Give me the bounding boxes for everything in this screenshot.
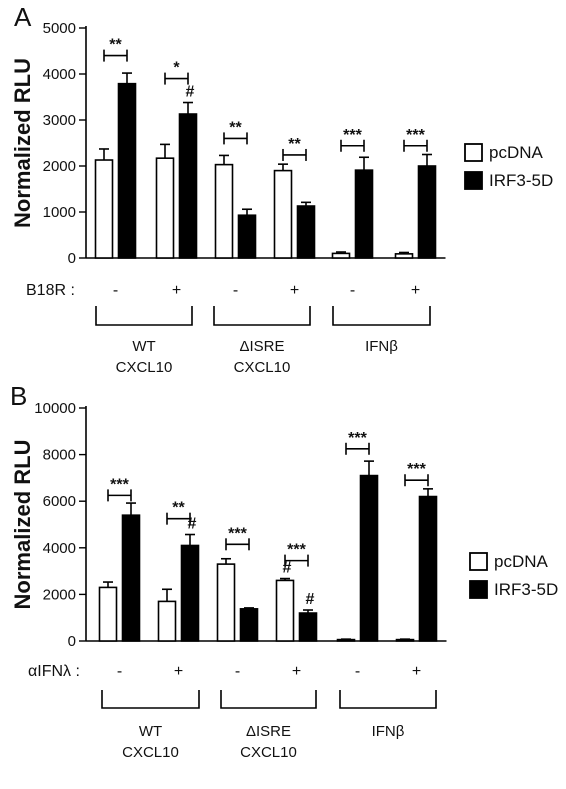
y-tick-label: 2000 <box>43 158 76 175</box>
legend-swatch <box>469 580 488 599</box>
significance-label: ** <box>288 136 301 153</box>
significance-label: *** <box>348 430 367 447</box>
panel-label: B <box>10 381 27 411</box>
significance-label: *** <box>406 127 425 144</box>
bar-pcdna <box>98 586 118 642</box>
treatment-symbol: + <box>412 663 421 680</box>
panel-label: A <box>14 2 32 32</box>
bar-irf3-5d <box>417 165 437 259</box>
bar-irf3-5d <box>239 608 259 642</box>
y-tick-label: 0 <box>68 250 76 267</box>
significance-label: *** <box>407 461 426 478</box>
treatment-symbol: - <box>233 282 238 299</box>
legend-swatch <box>464 143 483 162</box>
y-tick-label: 1000 <box>43 204 76 221</box>
legend-label: IRF3-5D <box>489 171 553 190</box>
treatment-symbol: + <box>290 282 299 299</box>
y-axis-label: Normalized RLU <box>10 58 35 228</box>
significance-label: ** <box>172 500 185 517</box>
group-bracket <box>332 306 431 326</box>
treatment-symbol: + <box>174 663 183 680</box>
bar-irf3-5d <box>237 214 257 259</box>
group-label: CXCL10 <box>122 744 179 761</box>
group-label: IFNβ <box>372 723 405 740</box>
bar-irf3-5d <box>180 544 200 642</box>
y-tick-label: 2000 <box>43 586 76 603</box>
treatment-label: αIFNλ : <box>28 663 80 680</box>
group-label: CXCL10 <box>234 359 291 376</box>
y-tick-label: 4000 <box>43 66 76 83</box>
group-bracket <box>213 306 311 326</box>
y-axis-label: Normalized RLU <box>10 440 35 610</box>
y-tick-label: 4000 <box>43 540 76 557</box>
y-tick-label: 8000 <box>43 447 76 464</box>
bar-pcdna <box>94 159 114 259</box>
significance-label: *** <box>110 476 129 493</box>
hash-mark: # <box>306 591 315 608</box>
bar-pcdna <box>331 252 351 259</box>
bar-pcdna <box>214 163 234 259</box>
y-tick-label: 5000 <box>43 20 76 37</box>
legend-swatch <box>464 171 483 190</box>
legend-swatch <box>469 552 488 571</box>
y-tick-label: 0 <box>68 633 76 650</box>
group-label: ΔISRE <box>239 338 284 355</box>
treatment-symbol: - <box>350 282 355 299</box>
significance-label: *** <box>228 525 247 542</box>
treatment-symbol: + <box>172 282 181 299</box>
group-bracket <box>339 690 437 709</box>
bar-pcdna <box>394 253 414 259</box>
group-label: WT <box>139 723 162 740</box>
bar-pcdna <box>157 600 177 642</box>
group-bracket <box>95 306 193 326</box>
bar-irf3-5d <box>178 113 198 259</box>
hash-mark: # <box>186 84 195 101</box>
y-tick-label: 3000 <box>43 112 76 129</box>
bar-pcdna <box>216 563 236 642</box>
bar-irf3-5d <box>117 82 137 259</box>
bar-pcdna <box>273 169 293 259</box>
bar-pcdna <box>155 157 175 259</box>
legend-label: IRF3-5D <box>494 580 558 599</box>
significance-label: * <box>173 60 180 77</box>
group-bracket <box>101 690 200 709</box>
bar-irf3-5d <box>354 169 374 259</box>
treatment-symbol: - <box>113 282 118 299</box>
group-label: CXCL10 <box>240 744 297 761</box>
treatment-symbol: - <box>355 663 360 680</box>
y-tick-label: 6000 <box>43 493 76 510</box>
y-tick-label: 10000 <box>34 400 76 417</box>
group-label: WT <box>132 338 155 355</box>
treatment-symbol: + <box>292 663 301 680</box>
treatment-symbol: + <box>411 282 420 299</box>
bar-irf3-5d <box>359 474 379 642</box>
legend-label: pcDNA <box>489 143 544 162</box>
bar-pcdna <box>275 579 295 642</box>
significance-label: ** <box>229 119 242 136</box>
treatment-symbol: - <box>117 663 122 680</box>
group-bracket <box>220 690 317 709</box>
hash-mark: # <box>283 560 292 577</box>
bar-irf3-5d <box>296 205 316 259</box>
significance-label: *** <box>287 542 306 559</box>
group-label: CXCL10 <box>116 359 173 376</box>
hash-mark: # <box>188 516 197 533</box>
group-label: IFNβ <box>365 338 398 355</box>
group-label: ΔISRE <box>246 723 291 740</box>
bar-irf3-5d <box>121 514 141 642</box>
legend-label: pcDNA <box>494 552 549 571</box>
significance-label: ** <box>109 37 122 54</box>
treatment-label: B18R : <box>26 282 75 299</box>
significance-label: *** <box>343 127 362 144</box>
treatment-symbol: - <box>235 663 240 680</box>
bar-irf3-5d <box>418 495 438 642</box>
bar-irf3-5d <box>298 612 318 642</box>
